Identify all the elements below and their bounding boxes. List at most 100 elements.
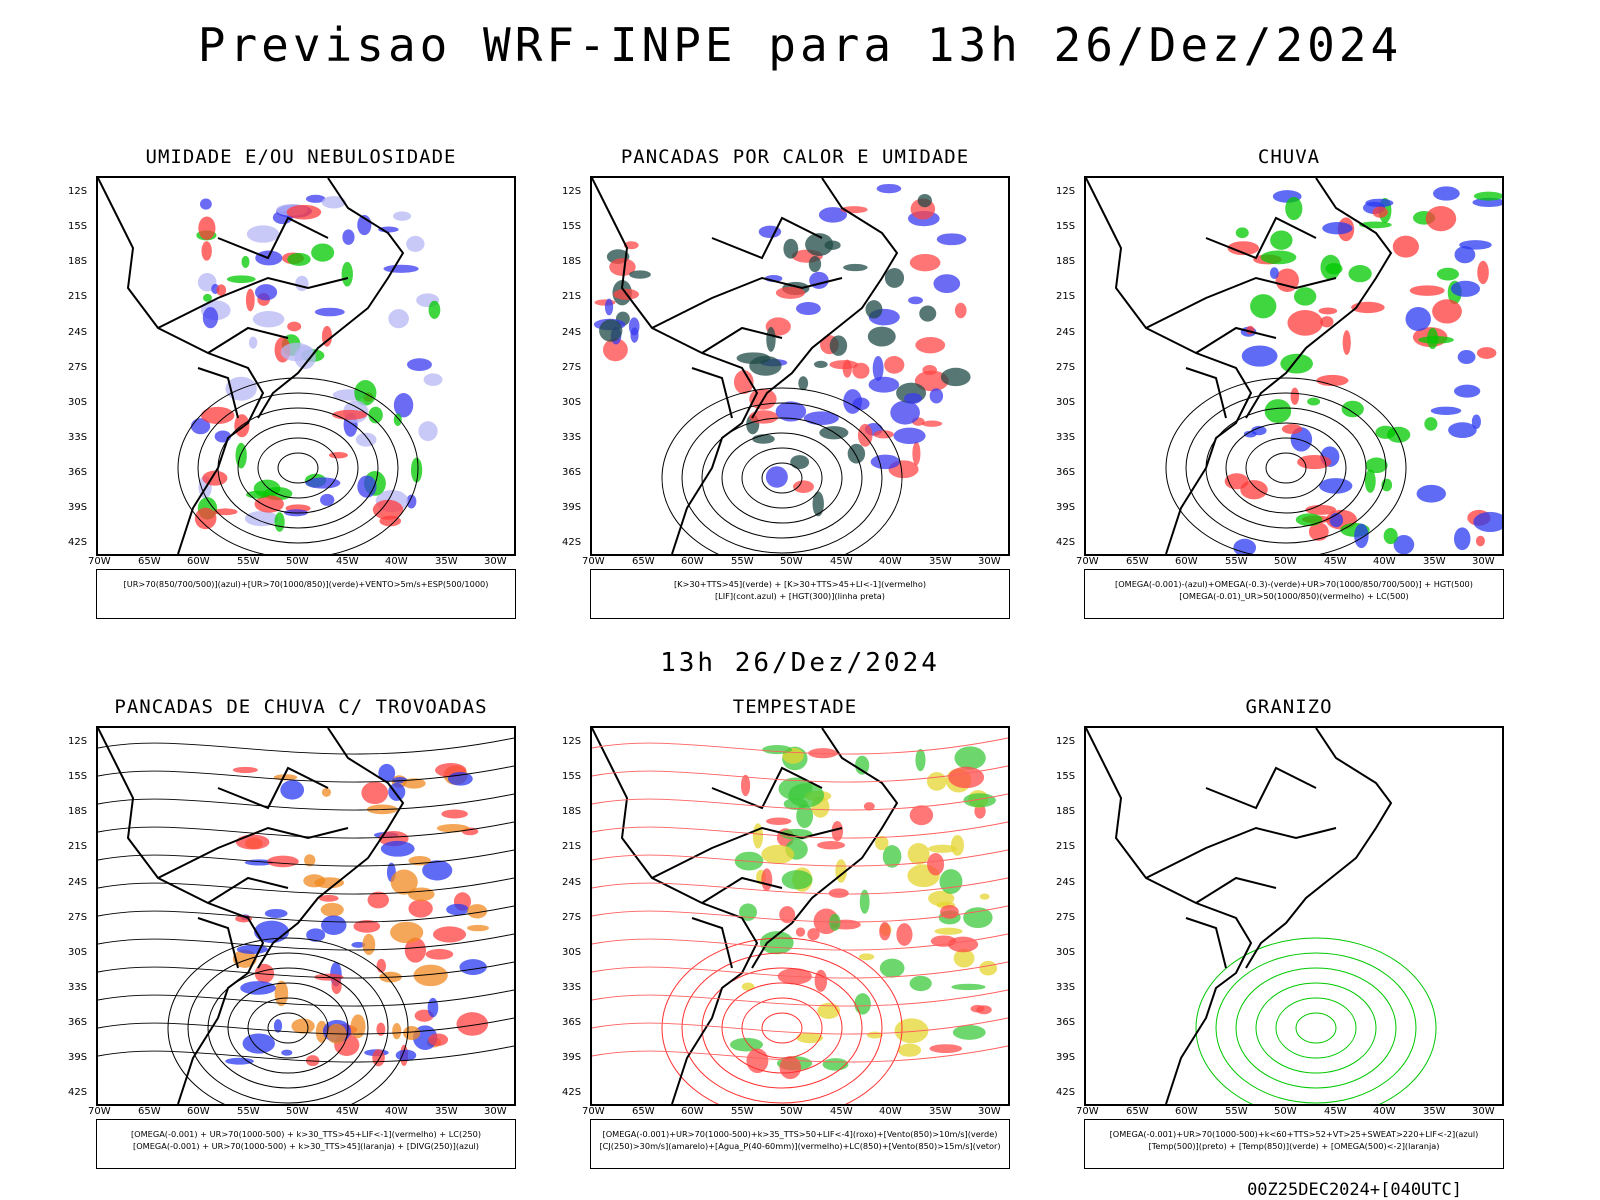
lat-tick-label: 12S bbox=[68, 736, 88, 747]
field-shading bbox=[936, 233, 967, 246]
coastline-border bbox=[207, 326, 289, 354]
field-shading bbox=[934, 927, 963, 935]
field-shading bbox=[752, 434, 775, 444]
field-shading bbox=[321, 325, 333, 347]
field-shading bbox=[740, 774, 751, 797]
field-shading bbox=[882, 845, 902, 868]
field-shading bbox=[979, 960, 998, 976]
field-shading bbox=[1425, 205, 1457, 232]
lat-tick-label: 15S bbox=[1056, 221, 1076, 232]
field-shading bbox=[404, 937, 427, 963]
streamline bbox=[592, 737, 1008, 755]
streamline bbox=[98, 933, 514, 951]
field-shading bbox=[919, 305, 937, 322]
lon-tick-label: 35W bbox=[1423, 1106, 1446, 1117]
coastline-border bbox=[1145, 276, 1337, 329]
field-shading bbox=[436, 824, 470, 833]
field-shading bbox=[803, 411, 839, 425]
lat-tick-label: 42S bbox=[562, 1087, 582, 1098]
map-canvas bbox=[98, 728, 514, 1104]
field-shading bbox=[928, 844, 957, 853]
field-shading bbox=[1432, 299, 1462, 324]
field-shading bbox=[235, 834, 270, 850]
legend-line: [Temp(500)](preto) + [Temp(850)](verde) … bbox=[1148, 1141, 1440, 1151]
field-shading bbox=[929, 1044, 963, 1054]
lat-tick-label: 21S bbox=[562, 291, 582, 302]
field-shading bbox=[1316, 374, 1349, 387]
panel-legend: [OMEGA(-0.001)-(azul)+OMEGA(-0.3)-(verde… bbox=[1084, 569, 1504, 619]
lat-tick-label: 27S bbox=[562, 362, 582, 373]
field-shading bbox=[287, 321, 302, 332]
lat-tick-label: 21S bbox=[68, 291, 88, 302]
field-shading bbox=[1270, 230, 1293, 250]
field-shading bbox=[741, 982, 755, 991]
streamline bbox=[592, 793, 1008, 811]
field-shading bbox=[766, 326, 776, 352]
field-shading bbox=[390, 869, 418, 895]
isoline bbox=[177, 377, 419, 554]
streamline bbox=[592, 821, 1008, 839]
isoline bbox=[227, 982, 349, 1074]
panel-title: PANCADAS POR CALOR E UMIDADE bbox=[620, 146, 970, 168]
field-shading bbox=[194, 507, 217, 530]
field-shading bbox=[952, 1025, 986, 1040]
field-shading bbox=[939, 869, 963, 894]
lat-tick-label: 27S bbox=[68, 362, 88, 373]
isoline bbox=[277, 452, 319, 484]
field-shading bbox=[1293, 287, 1317, 306]
streamline bbox=[98, 849, 514, 867]
field-shading bbox=[1264, 399, 1292, 423]
isoline bbox=[1245, 437, 1327, 499]
field-shading bbox=[858, 953, 875, 961]
field-shading bbox=[1250, 294, 1277, 319]
lat-tick-label: 30S bbox=[562, 397, 582, 408]
panel-title: PANCADAS DE CHUVA C/ TROVOADAS bbox=[114, 696, 488, 718]
forecast-map bbox=[590, 176, 1010, 556]
field-shading bbox=[1392, 235, 1419, 258]
lon-tick-label: 65W bbox=[138, 556, 161, 567]
legend-line: [OMEGA(-0.01)_UR>50(1000/850)(vermelho) … bbox=[1179, 591, 1409, 601]
lat-tick-label: 18S bbox=[562, 256, 582, 267]
isoline bbox=[701, 967, 863, 1089]
field-shading bbox=[762, 745, 793, 755]
isoline bbox=[1185, 392, 1387, 544]
coastline-border bbox=[651, 276, 843, 329]
lat-tick-label: 33S bbox=[1056, 432, 1076, 443]
field-shading bbox=[629, 270, 651, 279]
field-shading bbox=[361, 781, 389, 805]
field-shading bbox=[829, 335, 848, 356]
field-shading bbox=[413, 964, 448, 987]
field-shading bbox=[817, 1002, 841, 1019]
lon-tick-label: 60W bbox=[1175, 1106, 1198, 1117]
lat-tick-label: 36S bbox=[1056, 1017, 1076, 1028]
field-shading bbox=[467, 904, 488, 919]
field-shading bbox=[198, 216, 216, 240]
field-shading bbox=[1235, 227, 1249, 239]
field-shading bbox=[855, 755, 870, 775]
field-shading bbox=[808, 255, 822, 273]
isoline bbox=[1275, 997, 1357, 1059]
field-shading bbox=[306, 928, 326, 942]
field-shading bbox=[225, 1057, 254, 1065]
lon-tick-label: 50W bbox=[780, 556, 803, 567]
field-shading bbox=[915, 336, 946, 354]
streamline bbox=[98, 1017, 514, 1035]
field-shading bbox=[761, 868, 773, 891]
streamline bbox=[98, 989, 514, 1007]
panel-umidade: UMIDADE E/OU NEBULOSIDADE [UR>70(850/700… bbox=[68, 146, 516, 619]
field-shading bbox=[890, 400, 920, 425]
field-shading bbox=[822, 1058, 849, 1071]
lat-tick-label: 18S bbox=[1056, 806, 1076, 817]
field-shading bbox=[418, 421, 438, 441]
field-shading bbox=[954, 746, 986, 770]
lat-tick-label: 42S bbox=[1056, 537, 1076, 548]
field-shading bbox=[817, 841, 846, 850]
field-shading bbox=[314, 877, 345, 889]
coastline-border bbox=[257, 178, 405, 419]
field-shading bbox=[403, 1026, 421, 1041]
field-shading bbox=[781, 870, 813, 890]
field-shading bbox=[1459, 240, 1492, 250]
panel-title: CHUVA bbox=[1257, 146, 1321, 168]
field-shading bbox=[1383, 527, 1398, 545]
field-shading bbox=[1476, 347, 1497, 359]
